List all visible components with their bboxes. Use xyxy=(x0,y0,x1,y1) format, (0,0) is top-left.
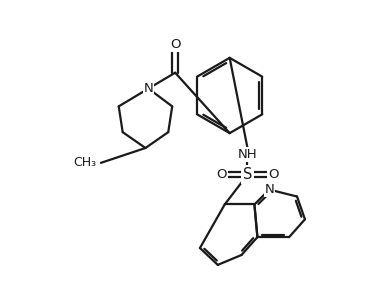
Text: S: S xyxy=(243,167,252,182)
Text: N: N xyxy=(265,183,274,196)
Text: O: O xyxy=(217,168,227,181)
Text: O: O xyxy=(170,38,180,51)
Text: NH: NH xyxy=(238,148,257,161)
Text: N: N xyxy=(144,82,153,95)
Text: O: O xyxy=(268,168,279,181)
Text: CH₃: CH₃ xyxy=(73,156,96,169)
